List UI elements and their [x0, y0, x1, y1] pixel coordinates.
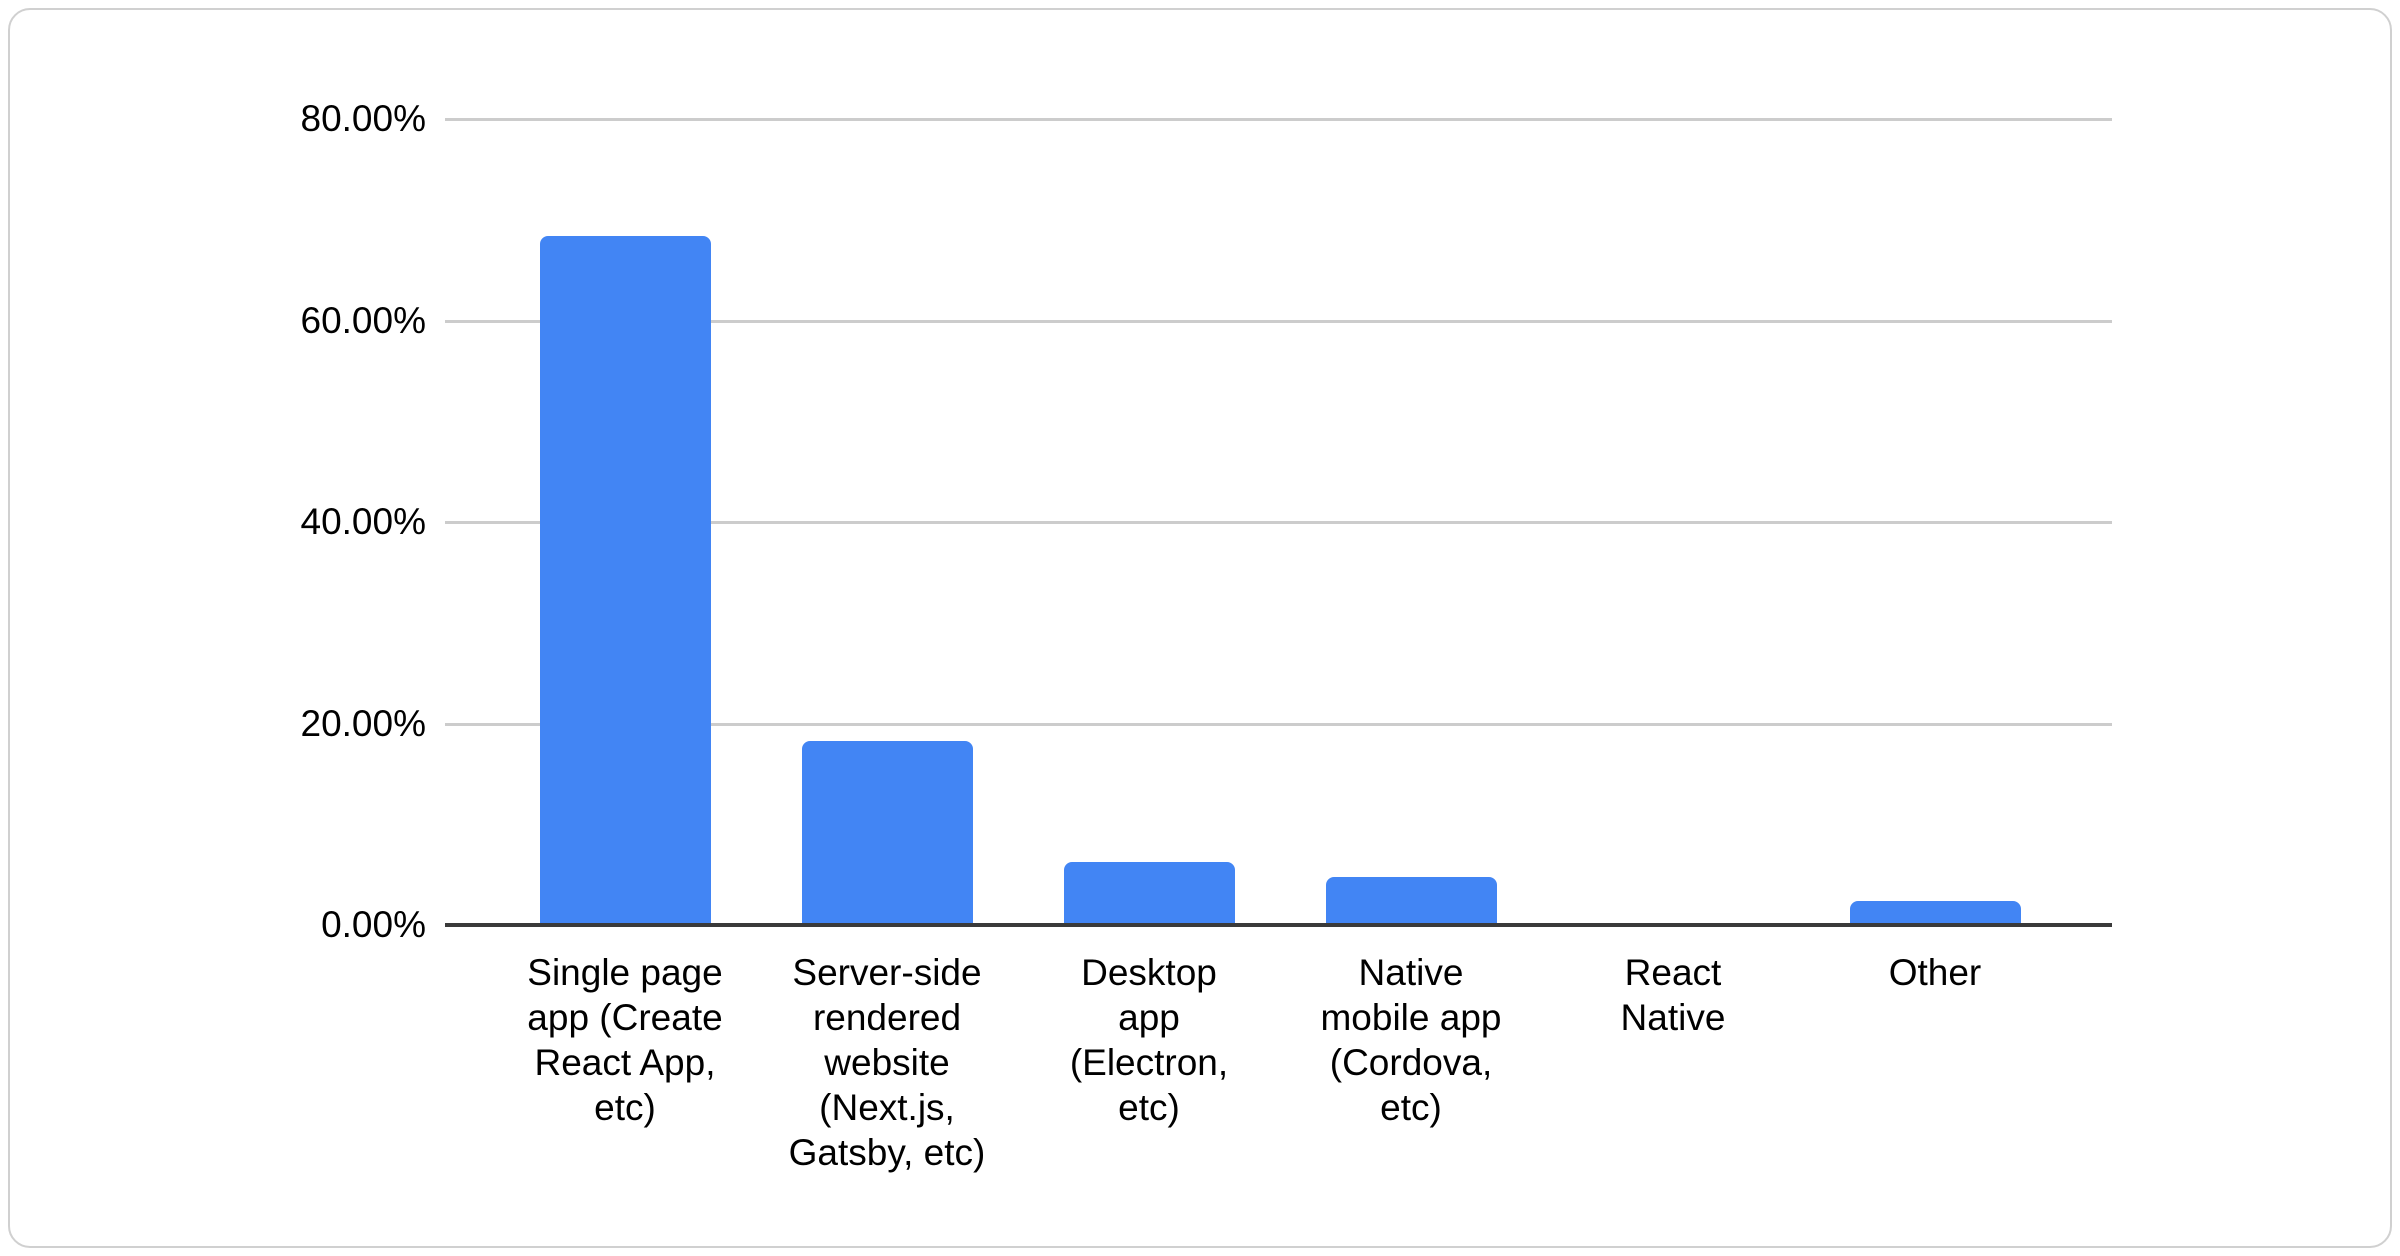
y-axis: 80.00% 60.00% 40.00% 20.00% 0.00%	[10, 98, 427, 945]
plot-area	[445, 118, 2112, 927]
x-axis-category-label: Native mobile app (Cordova, etc)	[1320, 952, 1502, 1128]
y-axis-tick-label: 20.00%	[300, 702, 427, 744]
bar-column	[1804, 119, 2066, 925]
y-axis-tick-label: 0.00%	[321, 904, 426, 945]
bar[interactable]	[801, 740, 973, 925]
bar-column	[1542, 119, 1804, 925]
y-axis-tick-label: 40.00%	[300, 501, 427, 542]
gridline	[445, 521, 2112, 524]
x-axis-labels: Single page app (Create React App, etc) S…	[494, 950, 2066, 1175]
bar[interactable]	[1849, 900, 2021, 925]
x-axis-category-label: Other	[1888, 952, 1982, 993]
bar-column	[494, 119, 756, 925]
y-axis-tick-label: 80.00%	[300, 98, 427, 139]
x-axis-line	[445, 923, 2112, 927]
bar-column	[1280, 119, 1542, 925]
bar[interactable]	[1063, 861, 1235, 925]
bar[interactable]	[539, 235, 711, 925]
bar-series	[494, 119, 2066, 925]
bar-column	[756, 119, 1018, 925]
y-axis-tick-label: 60.00%	[300, 299, 427, 341]
gridline	[445, 118, 2112, 121]
x-axis-category-label: Server-side rendered website (Next.js, G…	[788, 952, 986, 1173]
gridline	[445, 722, 2112, 726]
gridline	[445, 319, 2112, 323]
chart-card: 80.00% 60.00% 40.00% 20.00% 0.00% Single pag…	[8, 8, 2392, 1248]
bar-column	[1018, 119, 1280, 925]
x-axis-category-label: Desktop app (Electron, etc)	[1069, 952, 1229, 1128]
x-axis-category-label: Single page app (Create React App, etc)	[527, 952, 723, 1128]
bar[interactable]	[1325, 876, 1497, 925]
x-axis-category-label: React Native	[1620, 952, 1726, 1038]
